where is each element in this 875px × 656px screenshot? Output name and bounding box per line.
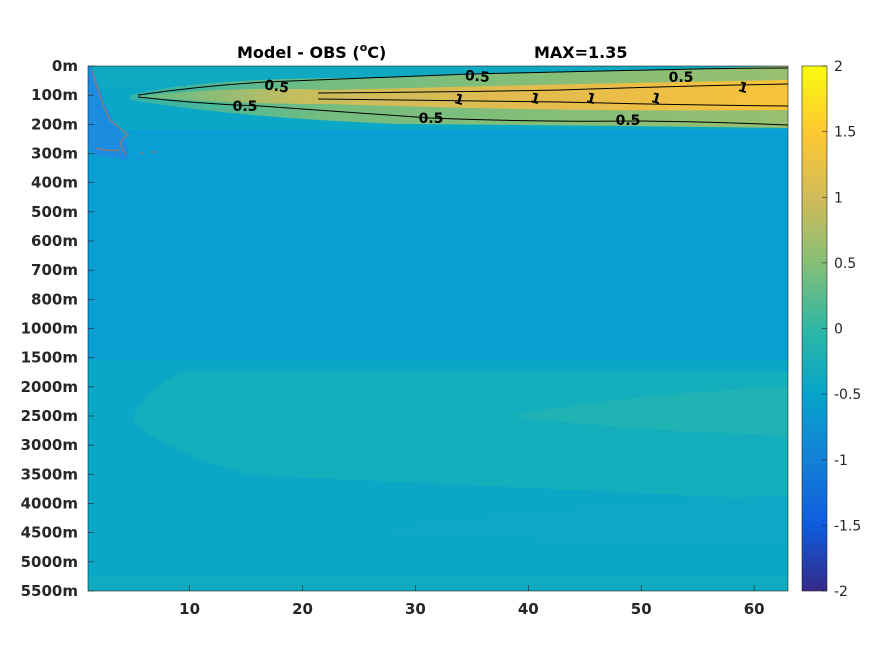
y-tick-label: 1500m (21, 349, 78, 367)
y-tick-label: 3500m (21, 465, 78, 483)
x-tick-label: 50 (631, 600, 652, 618)
y-tick-label: 500m (31, 203, 78, 221)
heatmap-field (88, 66, 788, 591)
contour-1-lower (317, 98, 788, 107)
deep-lobe-core (510, 387, 788, 435)
colorbar-tick-label: 0.5 (834, 256, 856, 272)
colorbar-tick-label: 0 (834, 322, 843, 338)
contour-label-5: 0.5 (616, 113, 641, 129)
contour-label-7: 1 (528, 90, 542, 108)
x-tick-label: 10 (179, 600, 200, 618)
x-tick-label: 60 (744, 600, 765, 618)
contour-label-0: 0.5 (263, 77, 290, 96)
y-tick-label: 5500m (21, 582, 78, 600)
y-tick-label: 200m (31, 115, 78, 133)
max-label: MAX=1.35 (534, 43, 628, 62)
colorbar-tick-label: 2 (834, 59, 843, 75)
contour-label-10: 1 (736, 79, 750, 97)
x-tick-label: 40 (518, 600, 539, 618)
colorbar-tick-label: -2 (834, 584, 848, 600)
y-axis: 0m 100m 200m 300m 400m 500m 600m 700m 800m 1000m 1… (21, 57, 94, 600)
y-tick-label: 300m (31, 145, 78, 163)
contour-label-4: 0.5 (669, 70, 694, 86)
y-tick-label: 800m (31, 290, 78, 308)
y-tick-label: 2500m (21, 407, 78, 425)
y-tick-label: 0m (52, 57, 78, 75)
contour-label-3: 0.5 (419, 111, 444, 127)
colorbar-tick-label: -0.5 (834, 387, 861, 403)
y-tick-label: 2000m (21, 378, 78, 396)
colorbar-tick-label: 1.5 (834, 125, 856, 141)
contour-0.5-upper (137, 67, 788, 96)
x-tick-label: 30 (405, 600, 426, 618)
contour-negative (91, 69, 156, 156)
contour-1-upper (317, 83, 788, 94)
chart-title-tail: C) (367, 43, 386, 62)
colorbar-tick-label: -1 (834, 453, 848, 469)
chart-title-unit: o (360, 41, 368, 54)
colorbar-tick-label: 1 (834, 190, 843, 206)
y-tick-label: 5000m (21, 553, 78, 571)
contour-0.5-lower (137, 96, 788, 126)
deep-lobe-lower (370, 495, 788, 545)
y-tick-label: 100m (31, 86, 78, 104)
y-tick-label: 400m (31, 174, 78, 192)
contour-label-1: 0.5 (233, 99, 258, 115)
x-axis: 10 20 30 40 50 60 (179, 585, 765, 618)
y-tick-label: 1000m (21, 320, 78, 338)
contour-label-8: 1 (584, 90, 598, 108)
colorbar-tick-label: -1.5 (834, 518, 861, 534)
x-tick-label: 20 (292, 600, 313, 618)
y-tick-label: 3000m (21, 436, 78, 454)
y-tick-label: 600m (31, 232, 78, 250)
bottom-layer (88, 575, 788, 591)
y-tick-label: 4000m (21, 495, 78, 513)
colorbar-ticks: 2 1.5 1 0.5 0 -0.5 -1 -1.5 -2 (822, 59, 861, 600)
chart-title: Model - OBS (oC) (237, 41, 386, 62)
contour-label-2: 0.5 (464, 68, 490, 86)
contour-labels: 0.5 0.5 0.5 0.5 0.5 0.5 1 1 1 1 1 (233, 68, 750, 129)
y-tick-label: 700m (31, 261, 78, 279)
contour-label-6: 1 (452, 91, 466, 109)
chart-title-main: Model - OBS ( (237, 43, 360, 62)
upper-region (88, 130, 788, 360)
contour-label-9: 1 (649, 90, 663, 108)
y-tick-label: 4500m (21, 524, 78, 542)
